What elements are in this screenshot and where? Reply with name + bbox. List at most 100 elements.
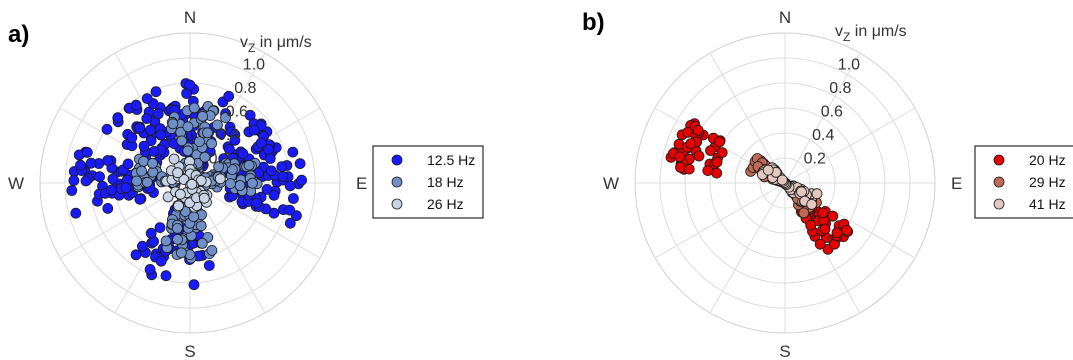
legend-marker xyxy=(391,176,403,188)
data-point xyxy=(138,155,150,167)
data-point xyxy=(284,217,296,229)
data-point xyxy=(211,119,223,131)
data-point xyxy=(160,235,172,247)
data-point xyxy=(131,175,143,187)
data-point xyxy=(711,167,723,179)
compass-east-a: E xyxy=(356,174,367,193)
data-point xyxy=(263,144,274,155)
data-point xyxy=(148,145,160,157)
data-point xyxy=(294,158,306,170)
data-point xyxy=(138,140,150,152)
data-point xyxy=(225,178,236,190)
radial-tick-label: 0.4 xyxy=(812,127,834,144)
data-point xyxy=(248,124,260,136)
compass-south-b: S xyxy=(779,342,790,360)
data-point xyxy=(176,135,188,147)
data-point xyxy=(199,151,211,163)
polar-ring xyxy=(659,57,911,309)
radius-unit-rest-b: in μm/s xyxy=(850,23,906,40)
data-point xyxy=(692,124,704,136)
legend-box xyxy=(974,145,1073,219)
scatter-points-a xyxy=(66,78,308,291)
legend-box xyxy=(372,145,484,219)
data-point xyxy=(150,86,162,98)
data-point xyxy=(160,270,172,282)
compass-east-b: E xyxy=(951,174,962,193)
data-point xyxy=(134,193,146,205)
data-point xyxy=(276,161,288,173)
radial-ticks-a: 0.2 0.4 0.6 0.8 1.0 xyxy=(209,57,266,168)
polar-ring xyxy=(709,107,861,259)
data-point xyxy=(268,189,280,201)
radial-tick-label: 0.2 xyxy=(804,151,826,168)
polar-ring xyxy=(734,132,836,234)
data-point xyxy=(243,159,255,171)
radial-tick-label: 1.0 xyxy=(838,57,860,74)
data-point xyxy=(188,102,200,114)
data-point xyxy=(223,90,235,102)
data-point xyxy=(112,112,124,124)
data-point xyxy=(145,135,157,147)
data-point xyxy=(762,164,774,176)
data-point xyxy=(134,122,146,134)
data-point xyxy=(674,151,685,163)
data-point xyxy=(188,279,200,291)
data-point xyxy=(806,198,818,210)
data-point xyxy=(75,159,86,171)
data-point xyxy=(136,165,148,177)
data-point xyxy=(152,108,164,120)
data-point xyxy=(705,145,716,157)
radial-tick-label: 0.8 xyxy=(829,80,851,97)
data-point xyxy=(136,240,148,252)
data-point xyxy=(716,147,728,159)
data-point xyxy=(814,238,826,250)
legend-label: 41 Hz xyxy=(1029,196,1066,212)
data-point xyxy=(195,175,207,187)
data-point xyxy=(141,113,153,124)
data-point xyxy=(811,188,823,200)
data-point xyxy=(685,138,697,150)
data-point xyxy=(167,118,179,130)
data-point xyxy=(172,167,184,179)
data-point xyxy=(831,227,843,239)
data-point xyxy=(130,99,142,111)
data-point xyxy=(168,153,180,165)
scatter-points-b xyxy=(665,118,854,255)
data-point xyxy=(220,112,231,123)
panel-label-b: b) xyxy=(582,9,605,36)
data-point xyxy=(171,222,183,234)
data-point xyxy=(711,156,723,168)
radial-tick-label: 0.6 xyxy=(821,104,843,121)
data-point xyxy=(81,146,93,158)
legend-label: 18 Hz xyxy=(427,174,464,190)
compass-west-b: W xyxy=(603,174,619,193)
radius-unit-label-a: vZ in μm/s xyxy=(240,34,312,55)
data-point xyxy=(675,161,686,173)
data-point xyxy=(85,157,97,169)
data-point xyxy=(154,222,166,234)
data-point xyxy=(70,207,82,219)
polar-ring xyxy=(684,82,886,284)
data-point xyxy=(827,210,839,222)
data-point xyxy=(126,132,138,143)
legend-a: 12.5 Hz 18 Hz 26 Hz xyxy=(372,145,484,219)
data-point xyxy=(805,219,817,231)
data-point xyxy=(120,182,132,194)
data-point xyxy=(237,148,249,160)
data-point xyxy=(817,207,829,219)
compass-north-a: N xyxy=(184,8,196,27)
data-point xyxy=(147,166,159,178)
data-point xyxy=(68,175,80,186)
data-point xyxy=(80,175,92,187)
data-point xyxy=(203,260,215,271)
data-point xyxy=(255,137,267,149)
polar-ring xyxy=(64,57,316,309)
data-point xyxy=(155,129,167,141)
data-point xyxy=(206,138,218,150)
radial-tick-label: 0.8 xyxy=(234,80,256,97)
legend-label: 26 Hz xyxy=(427,196,464,212)
polar-plot-a: a) 0.2 0.4 0.6 0.8 1.0 N E S W vZ in μm/s 12… xyxy=(8,8,484,360)
data-point xyxy=(284,204,296,216)
data-point xyxy=(145,124,156,136)
data-point xyxy=(106,184,117,196)
